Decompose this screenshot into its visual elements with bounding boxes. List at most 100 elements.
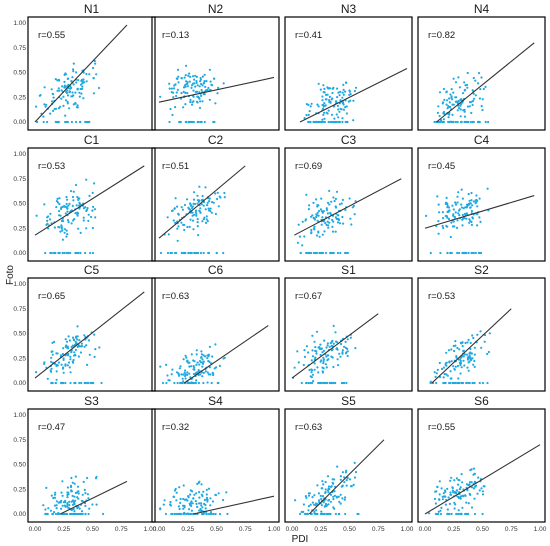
- data-point: [469, 202, 472, 205]
- data-point: [71, 336, 75, 339]
- data-point: [76, 211, 79, 214]
- data-point: [202, 204, 205, 207]
- data-point: [312, 120, 315, 124]
- data-point: [225, 491, 228, 494]
- data-point: [456, 120, 459, 124]
- data-point: [472, 473, 475, 476]
- data-point: [210, 512, 213, 516]
- data-point: [354, 86, 358, 89]
- point-cloud: [294, 461, 360, 516]
- data-point: [55, 504, 58, 507]
- data-point: [52, 109, 55, 112]
- data-point: [309, 105, 312, 108]
- data-point: [57, 501, 60, 504]
- data-point: [61, 205, 64, 208]
- data-point: [70, 512, 73, 516]
- data-point: [332, 498, 335, 501]
- data-point: [64, 205, 67, 208]
- data-point: [92, 77, 95, 80]
- data-point: [338, 94, 341, 97]
- data-point: [323, 230, 326, 233]
- data-point: [207, 207, 210, 210]
- data-point: [57, 511, 60, 515]
- data-point: [455, 100, 458, 103]
- data-point: [189, 204, 193, 207]
- x-tick-label: 1.00: [268, 526, 281, 533]
- correlation-label: r=0.13: [162, 30, 189, 41]
- data-point: [470, 191, 473, 195]
- data-point: [447, 105, 450, 108]
- data-point: [62, 220, 65, 223]
- data-point: [311, 334, 314, 337]
- data-point: [211, 500, 215, 503]
- data-point: [346, 354, 349, 358]
- data-point: [448, 113, 451, 116]
- data-point: [467, 192, 470, 196]
- data-point: [454, 503, 457, 506]
- data-point: [198, 91, 201, 94]
- data-point: [478, 97, 481, 100]
- data-point: [481, 512, 484, 516]
- data-point: [178, 486, 181, 489]
- point-cloud: [159, 64, 225, 124]
- data-point: [328, 487, 331, 491]
- data-point: [68, 202, 71, 205]
- correlation-label: r=0.47: [38, 422, 65, 433]
- data-point: [216, 197, 219, 201]
- point-cloud: [433, 71, 490, 124]
- data-point: [329, 512, 332, 516]
- data-point: [452, 103, 455, 106]
- data-point: [217, 492, 220, 495]
- data-point: [452, 365, 455, 368]
- data-point: [72, 68, 75, 71]
- data-point: [179, 365, 182, 368]
- data-point: [188, 502, 191, 505]
- data-point: [209, 510, 212, 514]
- data-point: [62, 95, 65, 98]
- data-point: [428, 512, 431, 515]
- data-point: [72, 358, 75, 362]
- data-point: [445, 373, 448, 376]
- data-point: [448, 209, 451, 212]
- data-point: [184, 354, 187, 357]
- data-point: [458, 208, 461, 211]
- panel-s4: S4r=0.320.00 0.25 0.50 0.75 1.00: [151, 394, 281, 533]
- data-point: [207, 512, 211, 516]
- data-point: [468, 357, 471, 360]
- panel-frame: [151, 277, 280, 392]
- data-point: [453, 501, 456, 504]
- data-point: [62, 366, 65, 369]
- data-point: [317, 214, 320, 217]
- y-tick-label: 0.50: [13, 331, 26, 338]
- data-point: [222, 498, 225, 502]
- data-point: [344, 512, 347, 516]
- data-point: [196, 84, 199, 87]
- data-point: [183, 512, 186, 516]
- data-point: [460, 381, 463, 385]
- data-point: [466, 341, 469, 344]
- data-point: [91, 209, 94, 212]
- data-point: [481, 98, 484, 101]
- data-point: [342, 83, 345, 86]
- data-point: [344, 208, 347, 211]
- data-point: [356, 512, 359, 516]
- data-point: [472, 467, 476, 470]
- data-point: [317, 371, 320, 374]
- data-point: [187, 512, 190, 516]
- data-point: [51, 341, 54, 344]
- trend-line: [193, 495, 275, 515]
- data-point: [177, 81, 180, 84]
- data-point: [322, 381, 326, 385]
- data-point: [75, 71, 78, 74]
- data-point: [339, 493, 342, 496]
- data-point: [469, 347, 472, 351]
- data-point: [477, 251, 480, 255]
- data-point: [93, 208, 97, 211]
- y-tick-label: 0.00: [13, 250, 26, 257]
- data-point: [463, 353, 466, 356]
- data-point: [188, 120, 191, 124]
- data-point: [83, 488, 86, 491]
- data-point: [175, 251, 178, 255]
- data-point: [441, 498, 444, 501]
- data-point: [461, 251, 464, 255]
